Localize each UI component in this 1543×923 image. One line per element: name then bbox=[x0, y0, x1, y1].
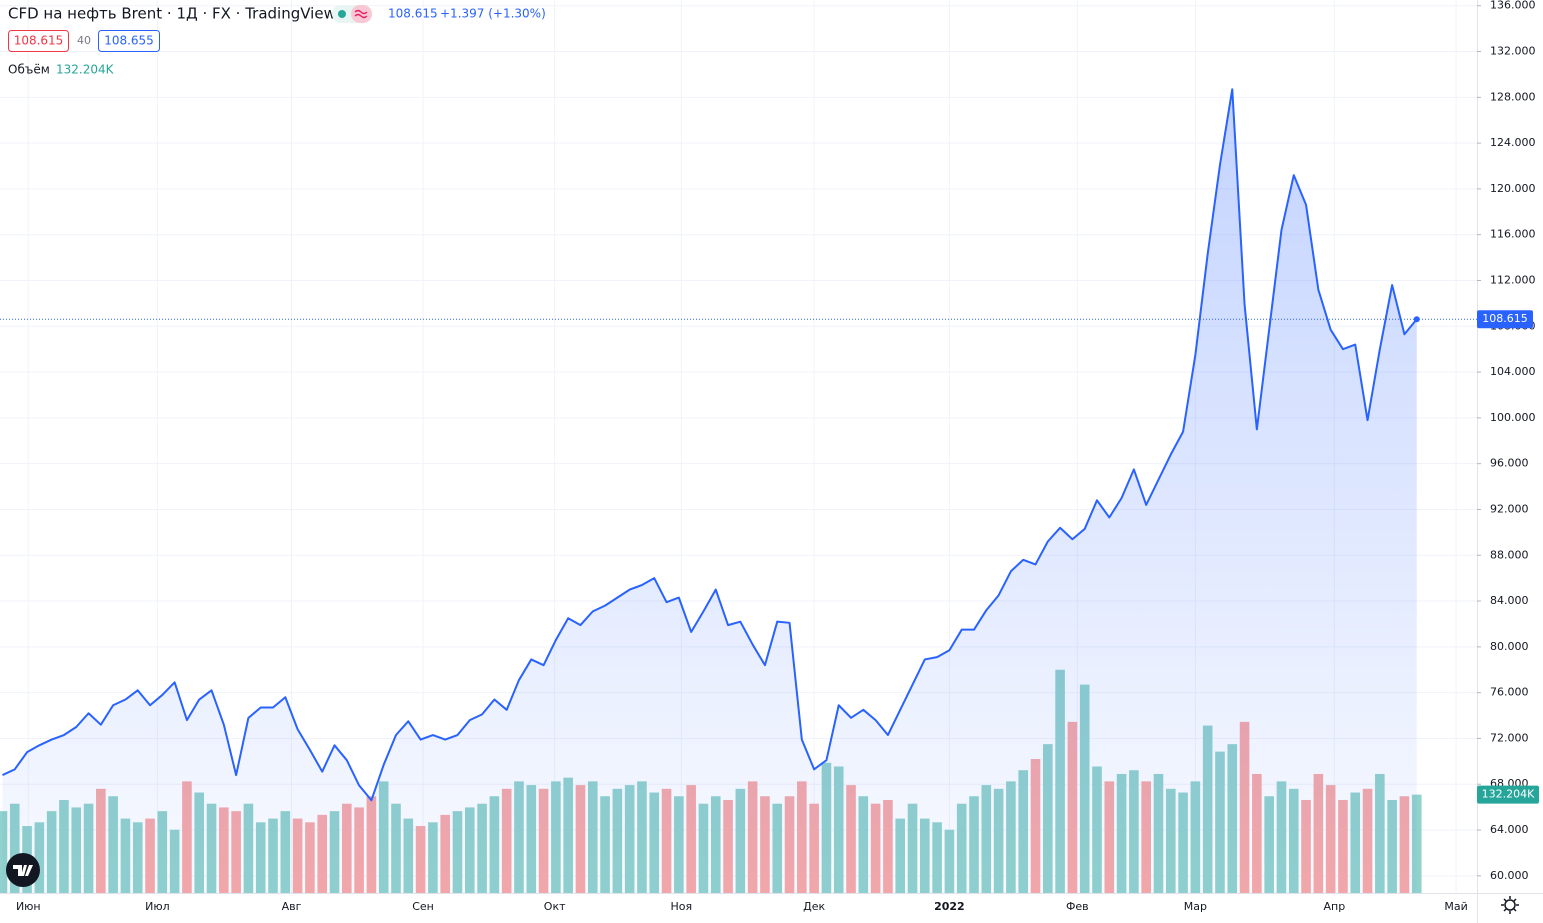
volume-value: 132.204K bbox=[56, 63, 115, 77]
y-tick-label: 128.000 bbox=[1490, 90, 1536, 103]
price-tag bbox=[1477, 310, 1533, 329]
ask-box[interactable] bbox=[98, 30, 160, 52]
area-fill bbox=[2, 89, 1417, 894]
wave-icon bbox=[354, 9, 368, 19]
y-tick-label: 120.000 bbox=[1490, 182, 1536, 195]
x-tick-label: Июн bbox=[16, 900, 41, 913]
bid-box[interactable] bbox=[8, 30, 69, 52]
x-tick-label: 2022 bbox=[934, 900, 965, 913]
y-tick-label: 100.000 bbox=[1490, 411, 1536, 424]
y-tick-label: 96.000 bbox=[1490, 457, 1529, 470]
x-tick-label: Июл bbox=[145, 900, 170, 913]
y-tick-label: 84.000 bbox=[1490, 594, 1529, 607]
price-layer bbox=[0, 88, 1477, 894]
status-icon bbox=[351, 5, 372, 23]
price-line bbox=[2, 88, 1418, 802]
x-tick-label: Ноя bbox=[671, 900, 693, 913]
x-tick-label: Окт bbox=[544, 900, 566, 913]
x-tick-label: Авг bbox=[282, 900, 302, 913]
x-tick-label: Сен bbox=[412, 900, 434, 913]
symbol-title: CFD на нефть Brent · 1Д · FX · TradingVi… bbox=[8, 5, 336, 23]
axes: 60.00064.00068.00072.00076.00080.00084.0… bbox=[16, 0, 1539, 913]
y-tick-label: 136.000 bbox=[1490, 0, 1536, 12]
y-tick-label: 104.000 bbox=[1490, 365, 1536, 378]
x-tick-label: Фев bbox=[1066, 900, 1089, 913]
volume-tag bbox=[1477, 785, 1539, 804]
last-price: 108.615 bbox=[388, 7, 438, 21]
price-tag-label: 108.615 bbox=[1482, 312, 1528, 325]
y-tick-label: 88.000 bbox=[1490, 548, 1529, 561]
x-tick-label: Мар bbox=[1184, 900, 1207, 913]
y-tick-label: 80.000 bbox=[1490, 640, 1529, 653]
y-tick-label: 124.000 bbox=[1490, 136, 1536, 149]
y-tick-label: 92.000 bbox=[1490, 502, 1529, 515]
spread: 40 bbox=[77, 34, 91, 47]
bid-price[interactable]: 108.615 bbox=[14, 34, 64, 48]
y-tick-label: 60.000 bbox=[1490, 869, 1529, 882]
x-tick-label: Апр bbox=[1323, 900, 1345, 913]
y-tick-label: 132.000 bbox=[1490, 45, 1536, 58]
settings-icon[interactable] bbox=[1504, 899, 1516, 911]
y-tick-label: 76.000 bbox=[1490, 686, 1529, 699]
price-change: +1.397 (+1.30%) bbox=[440, 7, 546, 21]
y-tick-label: 72.000 bbox=[1490, 731, 1529, 744]
y-tick-label: 112.000 bbox=[1490, 273, 1536, 286]
last-point bbox=[1413, 316, 1420, 323]
logo-mark bbox=[13, 865, 33, 876]
y-tick-label: 116.000 bbox=[1490, 228, 1536, 241]
x-tick-label: Май bbox=[1444, 900, 1467, 913]
ask-price[interactable]: 108.655 bbox=[104, 34, 154, 48]
x-tick-label: Дек bbox=[803, 900, 825, 913]
status-dot bbox=[338, 10, 346, 18]
volume-tag-label: 132.204K bbox=[1482, 788, 1535, 801]
settings-spokes bbox=[1501, 896, 1519, 914]
y-tick-label: 64.000 bbox=[1490, 823, 1529, 836]
volume-name: Объём bbox=[8, 63, 50, 77]
